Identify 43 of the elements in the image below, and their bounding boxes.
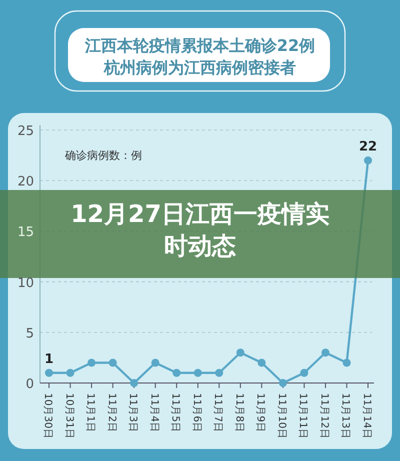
point [364, 156, 372, 164]
point [66, 368, 74, 377]
x-tick-label: 11月9日 [254, 393, 266, 432]
x-tick-label: 11月3日 [127, 393, 138, 432]
point [321, 348, 330, 357]
point [88, 358, 96, 367]
data-label: 22 [358, 139, 378, 154]
x-tick-label: 11月13日 [340, 393, 351, 438]
x-tick-label: 11月2日 [106, 393, 117, 432]
x-tick-label: 11月8日 [233, 393, 244, 432]
x-tick-label: 10月31日 [63, 393, 74, 438]
x-tick-label: 11月6日 [190, 393, 202, 432]
y-tick-label: 10 [17, 276, 34, 291]
data-label: 1 [44, 352, 54, 367]
point [151, 358, 160, 367]
x-tick-label: 10月30日 [42, 393, 53, 438]
y-tick-label: 5 [26, 326, 34, 342]
point [108, 358, 117, 367]
x-tick-label: 11月10日 [276, 393, 287, 438]
x-tick-label: 11月5日 [170, 393, 181, 432]
point [130, 379, 138, 387]
point [194, 368, 202, 377]
y-tick-label: 0 [26, 377, 34, 392]
chart-subtitle: 江西本轮疫情累报本土确诊22例杭州病例为江西病例密接者 [84, 36, 316, 77]
y-tick-label: 15 [17, 225, 34, 240]
x-tick-label: 11月1日 [84, 393, 96, 432]
point [45, 368, 53, 377]
x-tick-label: 11月12日 [318, 393, 330, 438]
y-axis-title: 确诊病例数：例 [64, 149, 142, 162]
y-tick-label: 20 [17, 174, 34, 190]
point [342, 358, 351, 367]
y-tick-label: 25 [17, 124, 34, 139]
point [215, 368, 224, 377]
point [300, 368, 308, 377]
point [278, 379, 287, 387]
point [258, 358, 266, 367]
x-tick-label: 11月4日 [148, 393, 160, 432]
x-tick-label: 11月14日 [361, 393, 372, 438]
x-tick-label: 11月7日 [212, 393, 224, 432]
point [172, 368, 181, 377]
x-tick-label: 11月11日 [297, 393, 308, 438]
point [236, 348, 244, 357]
text: 12月27日江西一疫情实时动态 [70, 200, 330, 260]
